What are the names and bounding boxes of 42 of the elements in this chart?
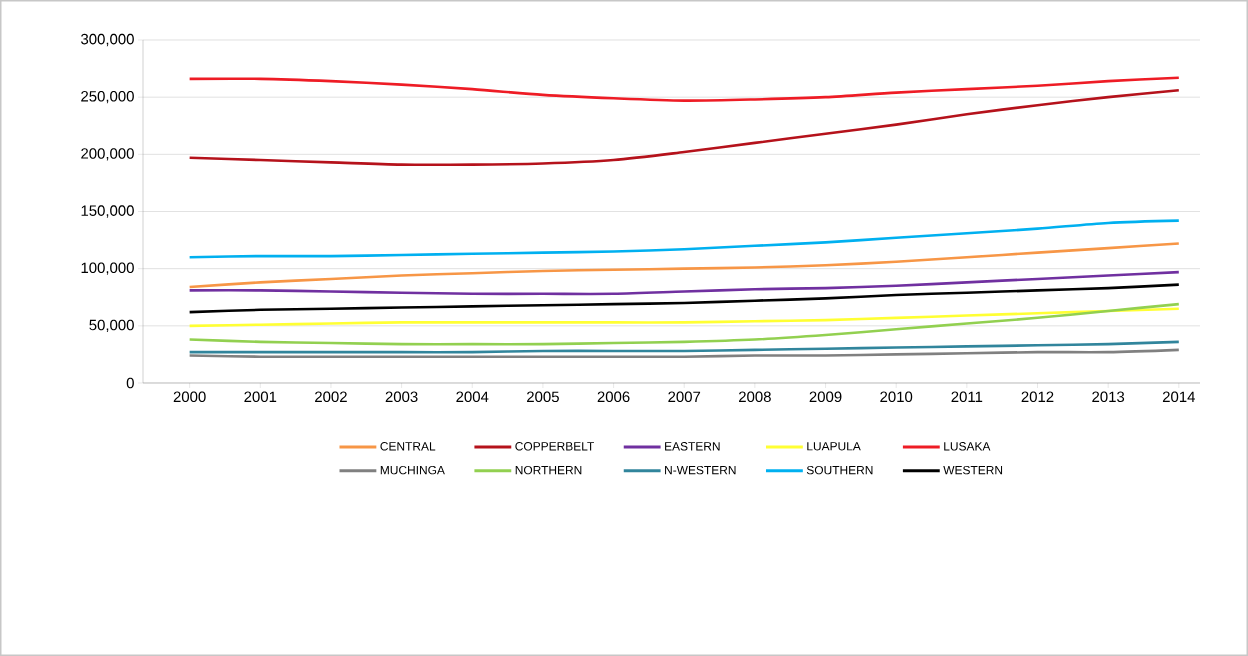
x-tick-label: 2002 — [315, 391, 347, 403]
x-tick-label: 2001 — [244, 391, 277, 403]
y-tick-label: 100,000 — [81, 262, 134, 275]
line-series — [188, 307, 1181, 328]
x-tick-label: 2006 — [597, 391, 630, 403]
line-series — [188, 302, 1181, 346]
x-tick-label: 2005 — [527, 391, 559, 403]
legend-label: CENTRAL — [380, 442, 436, 451]
line-series — [188, 76, 1181, 102]
y-tick-label: 250,000 — [81, 90, 134, 104]
x-tick-label: 2007 — [668, 391, 701, 403]
legend-label: MUCHINGA — [380, 465, 445, 475]
line-series — [188, 283, 1181, 314]
x-tick-label: 2010 — [880, 391, 913, 403]
legend-label: LUSAKA — [944, 442, 991, 451]
x-tick-label: 2014 — [1162, 391, 1195, 403]
y-tick-label: 150,000 — [81, 205, 134, 218]
line-series — [188, 348, 1181, 359]
legend-label: EASTERN — [665, 442, 720, 451]
x-tick-label: 2000 — [173, 391, 206, 403]
y-tick-label: 0 — [126, 377, 134, 389]
x-tick-label: 2013 — [1092, 391, 1125, 403]
x-tick-label: 2008 — [739, 391, 771, 403]
y-tick-label: 50,000 — [89, 319, 134, 332]
x-tick-label: 2009 — [809, 391, 842, 403]
x-tick-label: 2003 — [385, 391, 418, 403]
line-series — [188, 89, 1181, 167]
legend-label: N-WESTERN — [665, 465, 736, 475]
line-series — [188, 340, 1181, 354]
x-tick-label: 2012 — [1021, 391, 1054, 403]
legend-label: NORTHERN — [515, 465, 582, 475]
line-series — [188, 242, 1181, 289]
legend-label: SOUTHERN — [806, 465, 873, 475]
x-tick-label: 2004 — [456, 391, 489, 403]
legend-label: WESTERN — [943, 465, 1003, 475]
x-tick-label: 2011 — [951, 391, 983, 403]
line-series — [188, 270, 1181, 296]
y-tick-label: 200,000 — [81, 148, 134, 161]
legend-label: COPPERBELT — [515, 442, 594, 451]
y-tick-label: 300,000 — [81, 33, 134, 47]
legend-label: LUAPULA — [807, 442, 861, 451]
line-series — [188, 219, 1181, 259]
